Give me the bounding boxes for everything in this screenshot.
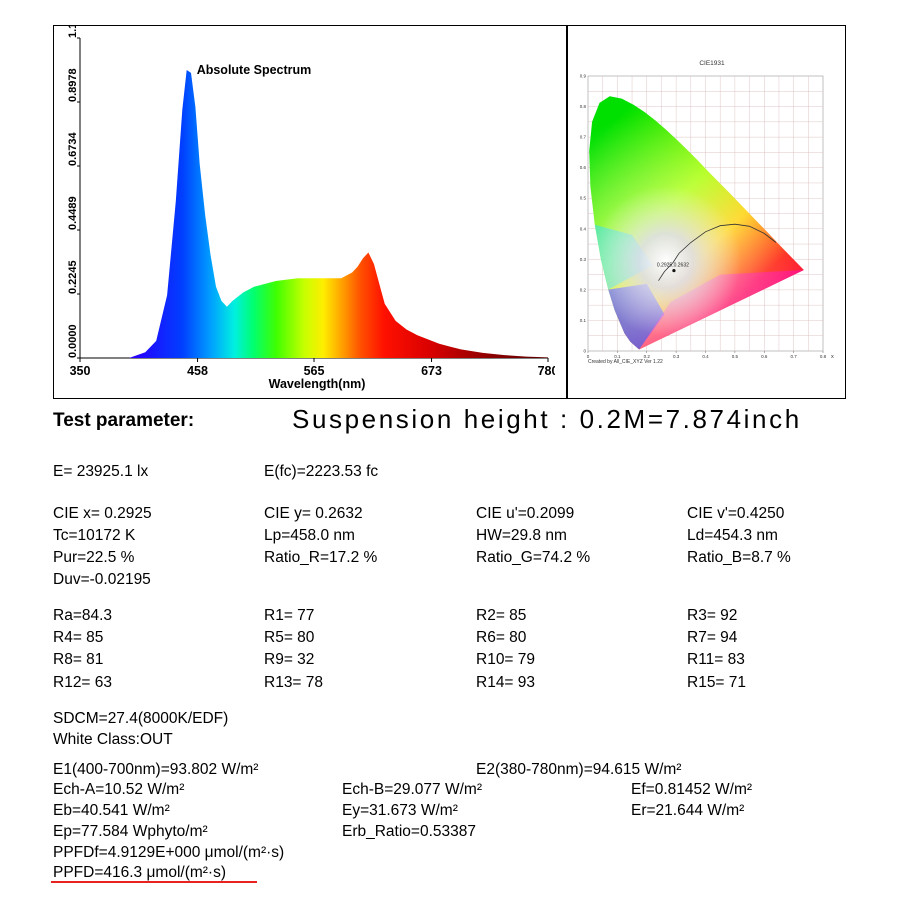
spectrum-area xyxy=(128,70,548,358)
cie-y-tick-label: 0.5 xyxy=(580,196,587,201)
cie-x-tick-label: 0.3 xyxy=(673,354,680,359)
param-r15: R15= 71 xyxy=(687,674,747,691)
cie-x-tick-label: 0.1 xyxy=(614,354,621,359)
param-efc: E(fc)=2223.53 fc xyxy=(264,463,379,480)
spectrum-y-tick-label: 1.1223 xyxy=(67,26,79,38)
cie-title: CIE1931 xyxy=(699,60,725,67)
chart-frame xyxy=(53,25,846,399)
spectrum-chart: 350 458 565 673 780 0.0000 0.2245 0.4489 0.6734… xyxy=(67,26,555,391)
cie-footer: Created by All_CIE_XYZ Ver 1.22 xyxy=(588,359,663,365)
param-lp: Lp=458.0 nm xyxy=(264,527,355,544)
param-r14: R14= 93 xyxy=(476,674,536,691)
spectrum-x-tick-label: 565 xyxy=(304,364,325,378)
param-ef: Ef=0.81452 W/m² xyxy=(631,781,753,798)
param-sdcm: SDCM=27.4(8000K/EDF) xyxy=(53,710,229,727)
cie-y-tick-label: 0.2 xyxy=(580,287,587,292)
cie-white-region xyxy=(589,96,804,350)
param-r6: R6= 80 xyxy=(476,629,527,646)
param-ld: Ld=454.3 nm xyxy=(687,527,778,544)
param-eb: Eb=40.541 W/m² xyxy=(53,802,170,819)
chart-divider xyxy=(566,25,568,399)
param-r13: R13= 78 xyxy=(264,674,324,691)
param-ey: Ey=31.673 W/m² xyxy=(342,802,458,819)
param-e1: E1(400-700nm)=93.802 W/m² xyxy=(53,761,259,778)
param-r8: R8= 81 xyxy=(53,651,104,668)
cie-y-tick-label: 0.8 xyxy=(580,104,587,109)
param-tc: Tc=10172 K xyxy=(53,527,136,544)
spectrum-x-tick-label: 673 xyxy=(421,364,442,378)
suspension-height-heading: Suspension height : 0.2M=7.874inch xyxy=(292,404,802,434)
cie-y-ticks: 0.9 0.8 0.7 0.6 0.5 0.4 0.3 0.2 0.1 0 xyxy=(580,74,587,354)
cie-point-label: 0.2925,0.2632 xyxy=(657,263,689,269)
spectrum-x-tick-label: 458 xyxy=(187,364,208,378)
param-r4: R4= 85 xyxy=(53,629,104,646)
param-r3: R3= 92 xyxy=(687,607,738,624)
cie-y-tick-label: 0.1 xyxy=(580,318,587,323)
spectrum-x-tick-label: 780 xyxy=(538,364,555,378)
cie-planckian-locus xyxy=(658,223,777,281)
spectrum-y-tick-label: 0.4489 xyxy=(67,196,79,230)
param-white-class: White Class:OUT xyxy=(53,731,173,748)
spectrum-y-ticks: 0.0000 0.2245 0.4489 0.6734 0.8978 1.1223 xyxy=(67,26,80,359)
param-r1: R1= 77 xyxy=(264,607,315,624)
param-r2: R2= 85 xyxy=(476,607,527,624)
spectrum-y-tick-label: 0.0000 xyxy=(67,324,79,358)
param-r7: R7= 94 xyxy=(687,629,738,646)
cie-chart: CIE1931 0 0.1 0.2 0.3 0.4 0.5 0.6 0.7 0.8 0.9 0.8… xyxy=(580,60,834,365)
param-r9: R9= 32 xyxy=(264,651,315,668)
spectrum-x-ticks: 350 458 565 673 780 xyxy=(70,358,555,378)
cie-x-tick-label: 0.8 xyxy=(820,354,827,359)
param-r11: R11= 83 xyxy=(687,651,745,668)
param-cie-y: CIE y= 0.2632 xyxy=(264,505,363,522)
param-cie-u: CIE u'=0.2099 xyxy=(476,505,575,522)
spectrum-x-tick-label: 350 xyxy=(70,364,91,378)
cie-y-tick-label: 0.4 xyxy=(580,226,587,231)
param-e2: E2(380-780nm)=94.615 W/m² xyxy=(476,761,682,778)
cie-x-tick-label: 0.4 xyxy=(702,354,709,359)
param-ratio-r: Ratio_R=17.2 % xyxy=(264,549,378,566)
cie-x-tick-label: 0 xyxy=(587,354,590,359)
param-r5: R5= 80 xyxy=(264,629,315,646)
param-hw: HW=29.8 nm xyxy=(476,527,567,544)
param-erb: Erb_Ratio=0.53387 xyxy=(342,823,477,840)
param-ratio-b: Ratio_B=8.7 % xyxy=(687,549,791,566)
param-r12: R12= 63 xyxy=(53,674,113,691)
cie-y-tick-label: 0.3 xyxy=(580,257,587,262)
spectrum-y-tick-label: 0.6734 xyxy=(67,131,79,166)
cie-x-ticks: 0 0.1 0.2 0.3 0.4 0.5 0.6 0.7 0.8 xyxy=(587,351,827,359)
cie-x-axis-label: x xyxy=(831,354,834,360)
test-parameter-heading: Test parameter: xyxy=(53,410,195,431)
param-pur: Pur=22.5 % xyxy=(53,549,135,566)
param-ppfdf: PPFDf=4.9129E+000 μmol/(m²·s) xyxy=(53,844,285,861)
spectrum-y-tick-label: 0.2245 xyxy=(67,260,79,294)
param-cie-x: CIE x= 0.2925 xyxy=(53,505,152,522)
cie-test-point xyxy=(672,268,676,273)
spectrum-x-label: Wavelength(nm) xyxy=(269,377,366,391)
cie-x-tick-label: 0.2 xyxy=(644,354,651,359)
cie-x-tick-label: 0.7 xyxy=(790,354,797,359)
cie-y-tick-label: 0.7 xyxy=(580,135,587,140)
cie-y-tick-label: 0.9 xyxy=(580,74,587,79)
param-ep: Ep=77.584 Wphyto/m² xyxy=(53,823,208,840)
param-er: Er=21.644 W/m² xyxy=(631,802,745,819)
param-cie-v: CIE v'=0.4250 xyxy=(687,505,785,522)
param-ra: Ra=84.3 xyxy=(53,607,113,624)
param-ppfd: PPFD=416.3 μmol/(m²·s) xyxy=(53,864,227,881)
param-ech-a: Ech-A=10.52 W/m² xyxy=(53,781,185,798)
cie-x-tick-label: 0.6 xyxy=(761,354,768,359)
param-duv: Duv=-0.02195 xyxy=(53,571,151,588)
spectrum-title: Absolute Spectrum xyxy=(197,63,312,77)
param-e: E= 23925.1 lx xyxy=(53,463,149,480)
param-r10: R10= 79 xyxy=(476,651,536,668)
cie-y-tick-label: 0.6 xyxy=(580,165,587,170)
param-ech-b: Ech-B=29.077 W/m² xyxy=(342,781,482,798)
spectrum-y-tick-label: 0.8978 xyxy=(67,68,79,102)
ppfd-underline xyxy=(51,881,257,883)
param-ratio-g: Ratio_G=74.2 % xyxy=(476,549,591,566)
cie-y-tick-label: 0 xyxy=(583,349,586,354)
cie-x-tick-label: 0.5 xyxy=(732,354,739,359)
